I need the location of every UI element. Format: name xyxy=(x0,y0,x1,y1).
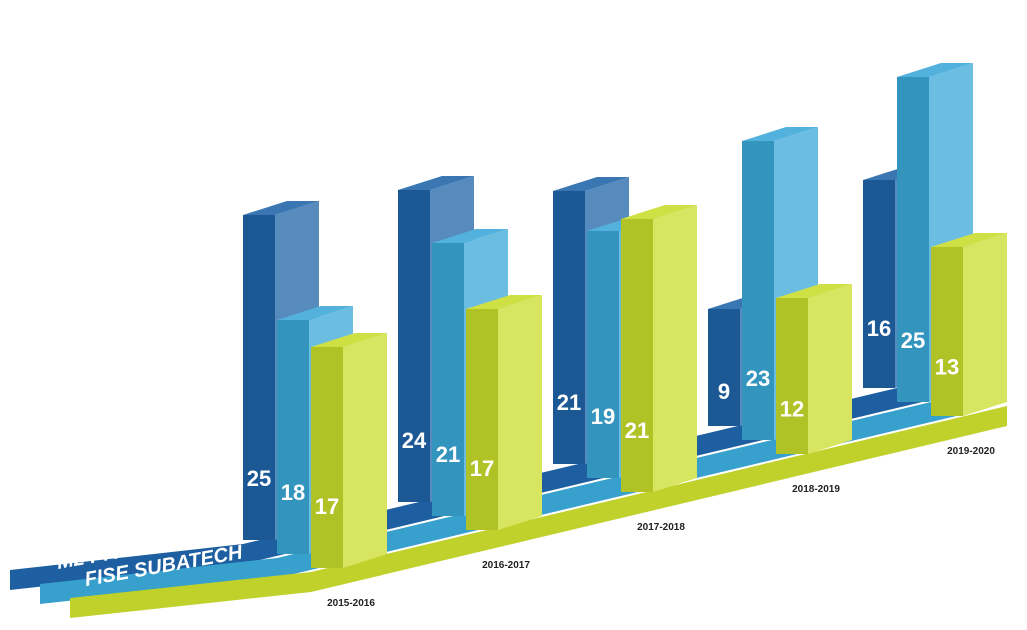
bar-top xyxy=(311,333,387,347)
bar-top xyxy=(621,205,697,219)
bar-2-0: 17 xyxy=(311,333,387,568)
bar-front xyxy=(863,180,895,388)
bar-2-3: 12 xyxy=(776,284,852,454)
bar-front xyxy=(776,298,808,454)
bar-front xyxy=(742,141,774,440)
bar-top xyxy=(466,295,542,309)
data-label: 13 xyxy=(935,355,959,380)
bar-side xyxy=(653,205,697,492)
bar-front xyxy=(432,243,464,516)
data-label: 25 xyxy=(247,466,271,491)
data-label: 12 xyxy=(780,396,804,421)
bars-group: 16 25 13 9 23 12 21 19 21 24 21 17 25 18 17 xyxy=(243,63,1007,568)
bar-side xyxy=(963,233,1007,416)
ribbon-0 xyxy=(10,378,939,590)
bar-2-2: 21 xyxy=(621,205,697,492)
category-label: 2017-2018 xyxy=(637,522,685,533)
data-label: 16 xyxy=(867,316,891,341)
bar-front xyxy=(398,190,430,502)
bar-front xyxy=(931,247,963,416)
bar-front xyxy=(621,219,653,492)
bar-top xyxy=(931,233,1007,247)
category-label: 2018-2019 xyxy=(792,484,840,495)
data-label: 25 xyxy=(901,328,925,353)
bar-front xyxy=(277,320,309,554)
bar-top xyxy=(742,127,818,141)
bar-top xyxy=(277,306,353,320)
bar-front xyxy=(897,77,929,402)
bar-side xyxy=(343,333,387,568)
bar-side xyxy=(808,284,852,454)
category-label: 2016-2017 xyxy=(482,560,530,571)
data-label: 21 xyxy=(557,390,581,415)
bar-top xyxy=(897,63,973,77)
ribbon-2 xyxy=(70,406,1007,618)
bar-top xyxy=(553,177,629,191)
bar-front xyxy=(587,231,619,478)
data-label: 21 xyxy=(436,442,460,467)
data-label: 9 xyxy=(718,379,730,404)
data-label: 24 xyxy=(402,428,427,453)
bar-front xyxy=(553,191,585,464)
data-label: 21 xyxy=(625,418,649,443)
bar-front xyxy=(311,347,343,568)
data-label: 18 xyxy=(281,480,305,505)
data-label: 19 xyxy=(591,404,615,429)
ribbon-1 xyxy=(40,392,973,604)
bar-front xyxy=(243,215,275,540)
bar-2-4: 13 xyxy=(931,233,1007,416)
bar-top xyxy=(776,284,852,298)
bar-side xyxy=(498,295,542,530)
bar-top xyxy=(243,201,319,215)
bar-top xyxy=(398,176,474,190)
data-label: 23 xyxy=(746,366,770,391)
category-label: 2015-2016 xyxy=(327,598,375,609)
category-labels: 2015-2016 2016-2017 2017-2018 2018-2019 2019… xyxy=(327,446,995,609)
category-label: 2019-2020 xyxy=(947,446,995,457)
bar-top xyxy=(432,229,508,243)
data-label: 17 xyxy=(315,494,339,519)
series-ribbons xyxy=(10,378,1007,618)
data-label: 17 xyxy=(470,456,494,481)
bar-front xyxy=(466,309,498,530)
bar-2-1: 17 xyxy=(466,295,542,530)
bar-front xyxy=(708,309,740,426)
